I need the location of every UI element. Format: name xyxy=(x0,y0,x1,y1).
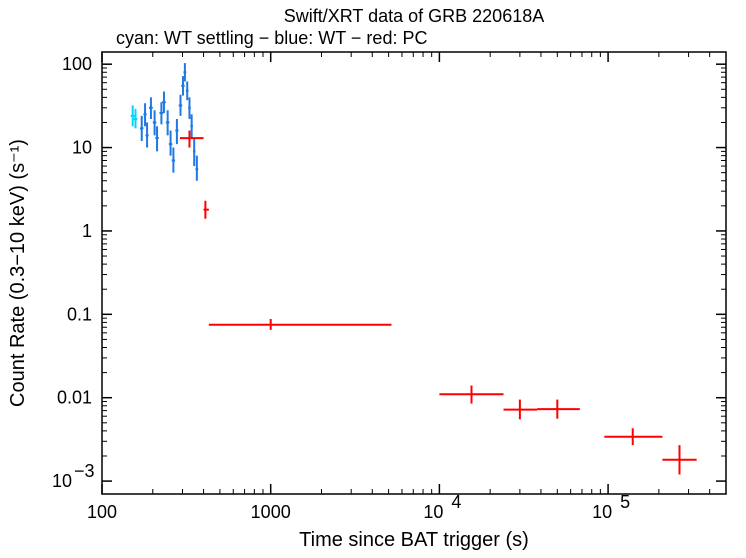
svg-text:1: 1 xyxy=(82,221,92,241)
y-axis-label: Count Rate (0.3−10 keV) (s⁻¹) xyxy=(7,139,29,407)
lightcurve-chart: Swift/XRT data of GRB 220618A cyan: WT s… xyxy=(0,0,746,558)
data-series xyxy=(131,63,697,474)
svg-text:10: 10 xyxy=(52,471,72,491)
chart-title: Swift/XRT data of GRB 220618A xyxy=(284,6,544,26)
svg-text:4: 4 xyxy=(451,492,461,512)
chart-container: Swift/XRT data of GRB 220618A cyan: WT s… xyxy=(0,0,746,558)
svg-text:−3: −3 xyxy=(74,461,95,481)
chart-subtitle: cyan: WT settling − blue: WT − red: PC xyxy=(116,28,427,48)
svg-text:5: 5 xyxy=(620,492,630,512)
svg-text:100: 100 xyxy=(87,502,117,522)
svg-text:0.1: 0.1 xyxy=(67,304,92,324)
svg-text:100: 100 xyxy=(62,54,92,74)
svg-text:10: 10 xyxy=(423,502,443,522)
svg-text:10: 10 xyxy=(592,502,612,522)
x-axis-label: Time since BAT trigger (s) xyxy=(299,529,529,551)
svg-text:0.01: 0.01 xyxy=(57,388,92,408)
svg-text:1000: 1000 xyxy=(251,502,291,522)
svg-text:10: 10 xyxy=(72,138,92,158)
